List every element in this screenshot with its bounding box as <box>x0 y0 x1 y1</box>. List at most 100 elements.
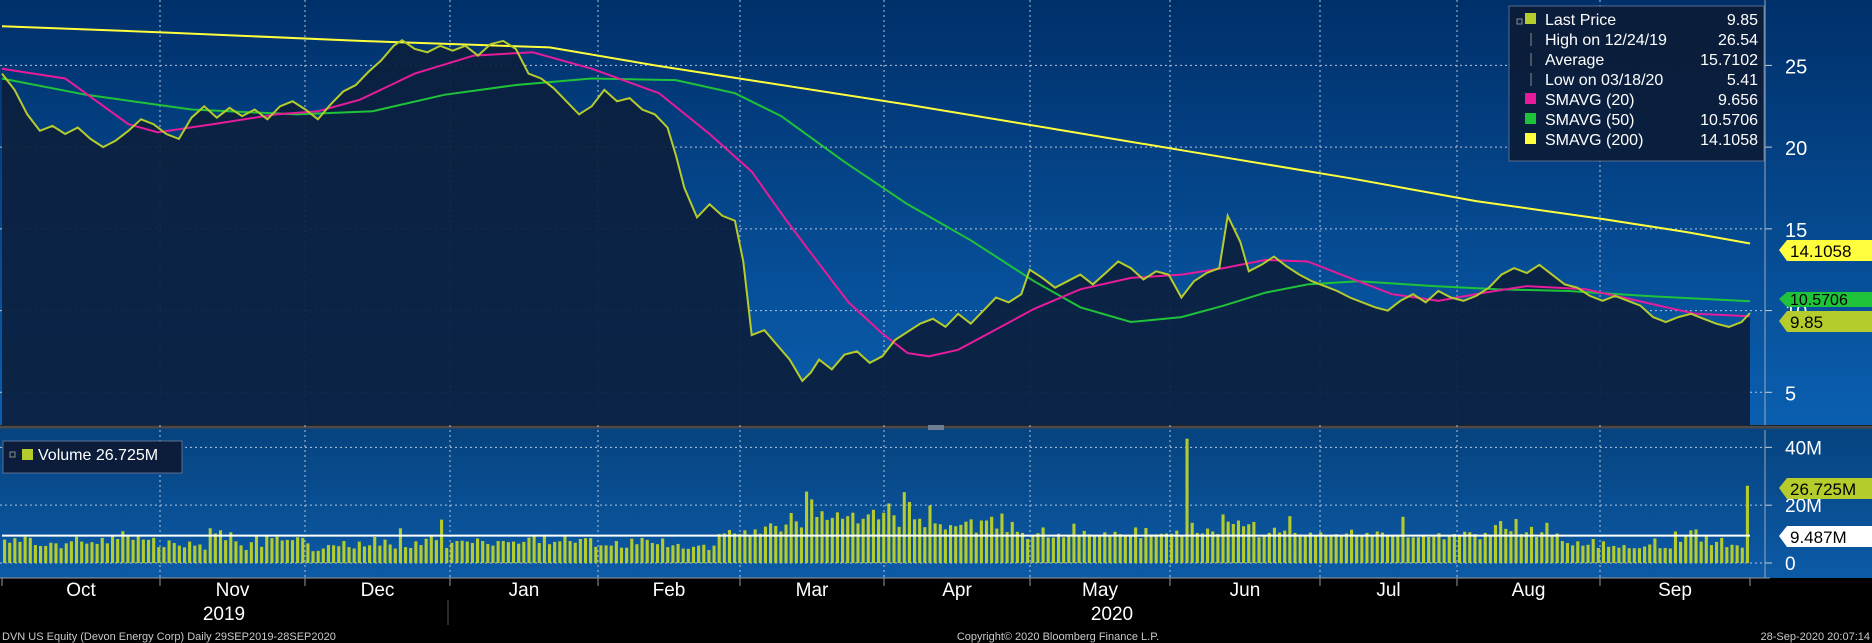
month-label: Nov <box>216 580 250 601</box>
legend-value: 9.656 <box>1718 92 1758 109</box>
legend-collapse-icon[interactable] <box>1516 18 1523 25</box>
volume-bar <box>1031 535 1035 563</box>
volume-bar <box>1344 533 1348 563</box>
price-tick-label: 25 <box>1785 56 1807 78</box>
volume-bar <box>280 540 284 563</box>
volume-bar <box>352 548 356 563</box>
volume-bar <box>203 549 207 563</box>
volume-bar <box>470 543 474 563</box>
volume-bar <box>95 543 99 563</box>
volume-bar <box>537 543 541 563</box>
volume-bar <box>105 543 109 563</box>
volume-bar <box>918 518 922 563</box>
volume-bar <box>1612 545 1616 563</box>
volume-bar <box>1236 520 1240 563</box>
volume-bar <box>1283 530 1287 563</box>
volume-bar <box>1226 521 1230 563</box>
divider-handle[interactable] <box>928 425 944 430</box>
volume-tick-label: 40M <box>1785 438 1822 459</box>
volume-bar <box>260 546 264 563</box>
price-legend[interactable]: Last Price 9.85 High on 12/24/19 26.54 Avera… <box>1508 5 1765 162</box>
volume-bar <box>1658 548 1662 563</box>
volume-bar <box>1735 545 1739 563</box>
volume-bar <box>1637 548 1641 563</box>
volume-bar <box>75 536 79 563</box>
volume-bar <box>254 534 259 563</box>
volume-bar <box>1437 533 1441 563</box>
volume-bar <box>979 520 983 563</box>
price-y-axis: 510152025 <box>1764 0 1807 425</box>
volume-bar <box>630 538 634 563</box>
volume-bar <box>1596 547 1600 563</box>
volume-bar <box>1149 534 1153 563</box>
volume-bar <box>332 545 336 563</box>
price-area-fill <box>2 40 1750 425</box>
volume-bar <box>388 544 392 563</box>
volume-bar <box>1581 545 1585 563</box>
month-label: Jun <box>1230 580 1261 601</box>
volume-bar <box>1308 532 1312 563</box>
volume-bar <box>1663 547 1667 563</box>
volume-bar <box>316 550 320 563</box>
volume-bar <box>1617 547 1621 563</box>
volume-bar <box>445 547 449 563</box>
volume-bar <box>1020 532 1025 563</box>
month-label: Mar <box>796 580 829 601</box>
volume-bar <box>640 537 644 563</box>
volume-bar <box>1278 532 1282 563</box>
volume-legend[interactable]: Volume 26.725M <box>2 440 183 474</box>
volume-bar <box>1206 528 1210 563</box>
volume-bar <box>33 545 37 563</box>
volume-bar <box>208 528 212 563</box>
volume-bar <box>188 541 192 563</box>
tag-volume-last: 26.725M <box>1779 478 1872 499</box>
volume-bar <box>1123 534 1127 563</box>
volume-bar <box>614 541 618 563</box>
volume-bar <box>1062 537 1066 563</box>
volume-bar <box>573 542 577 563</box>
volume-bar <box>851 512 855 563</box>
volume-bar <box>810 499 814 563</box>
volume-bar <box>368 545 372 563</box>
legend-swatch <box>1525 133 1536 144</box>
volume-legend-collapse-icon[interactable] <box>9 451 16 458</box>
volume-bar <box>116 539 120 563</box>
tag-sma200-text: 14.1058 <box>1790 242 1851 261</box>
volume-bar <box>553 541 557 563</box>
volume-bar <box>753 529 757 563</box>
volume-bar <box>265 535 269 563</box>
x-axis-years: 2019 2020 <box>203 604 1133 625</box>
volume-bar <box>1087 534 1091 563</box>
volume-bar <box>1607 546 1611 563</box>
volume-bar <box>1175 530 1179 563</box>
volume-bar <box>357 541 361 563</box>
volume-bar <box>913 519 917 563</box>
volume-bar <box>486 543 490 563</box>
volume-bar <box>162 547 166 563</box>
volume-bar <box>378 545 382 563</box>
tag-volume-avg-text: 9.487M <box>1790 528 1847 547</box>
volume-bar <box>1601 541 1606 563</box>
volume-bar <box>481 541 485 563</box>
volume-bar <box>856 523 860 563</box>
volume-bar <box>347 547 351 563</box>
month-label: Jul <box>1376 580 1400 601</box>
volume-bar <box>1560 541 1564 563</box>
volume-bar <box>450 542 454 563</box>
volume-bar <box>1334 534 1338 563</box>
volume-bar <box>1103 532 1107 563</box>
volume-bar <box>1108 536 1112 563</box>
volume-bar <box>887 503 891 563</box>
volume-y-axis: 0 20M 40M <box>1764 430 1822 578</box>
month-label: Aug <box>1512 580 1546 601</box>
volume-bar <box>167 540 171 563</box>
volume-bar <box>440 519 444 563</box>
legend-swatch <box>1525 113 1536 124</box>
volume-bar <box>1411 537 1415 563</box>
volume-bar <box>1519 534 1523 563</box>
volume-legend-swatch <box>22 449 33 460</box>
volume-bar <box>619 547 624 563</box>
volume-bar <box>146 539 151 563</box>
volume-bar <box>784 524 788 563</box>
volume-bar <box>1365 532 1369 563</box>
